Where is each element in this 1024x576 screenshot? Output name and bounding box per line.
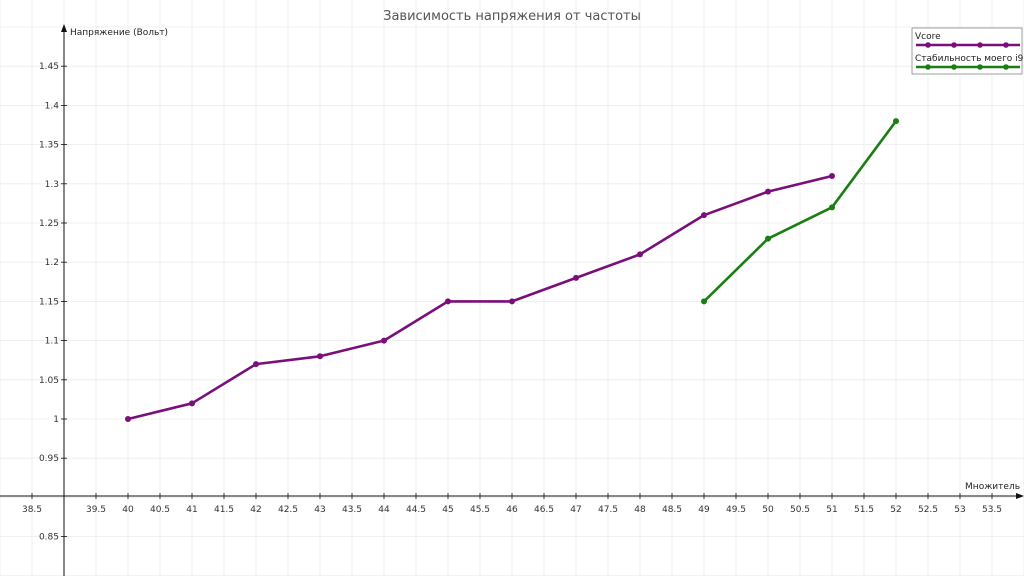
data-point [701,212,707,219]
y-tick-label: 1 [53,415,59,425]
x-tick-label: 40.5 [150,505,170,515]
x-tick-label: 48.5 [662,505,682,515]
legend-swatch-marker [977,42,983,48]
y-tick-label: 1.25 [39,219,59,229]
x-axis-arrow [1016,493,1024,499]
x-tick-label: 41 [186,505,197,515]
data-point [125,416,131,422]
legend-swatch-marker [951,64,957,70]
y-tick-label: 1.05 [39,376,59,386]
y-axis-label: Напряжение (Вольт) [70,28,168,38]
legend-label-vcore: Vcore [915,32,941,42]
x-tick-label: 50 [762,505,774,515]
x-tick-label: 51.5 [854,505,874,515]
axes [0,24,1024,576]
y-tick-label: 1.3 [45,180,59,190]
data-point [893,118,899,125]
data-point [701,298,707,305]
legend-label-stability: Стабильность моего i9 9900k [915,54,1024,64]
x-tick-label: 40 [122,505,134,515]
legend-swatch-marker [1003,64,1009,70]
data-point [829,172,835,179]
x-tick-label: 44 [378,505,390,515]
legend-swatch-marker [951,42,957,48]
y-tick-label: 1.4 [45,101,60,111]
y-tick-label: 1.45 [39,62,59,72]
data-point [445,298,451,305]
legend-swatch-marker [925,64,931,70]
legend-swatch-marker [977,64,983,70]
x-tick-label: 46.5 [534,505,554,515]
series-line-0 [127,174,833,421]
series-layer [125,118,899,422]
x-tick-label: 41.5 [214,505,234,515]
legend-swatch-marker [1003,42,1009,48]
x-tick-label: 51 [826,505,837,515]
x-axis-label: Множитель [965,482,1020,492]
x-tick-label: 45 [442,505,453,515]
data-point [381,337,387,344]
x-tick-label: 45.5 [470,505,490,515]
x-tick-label: 42 [250,505,261,515]
x-tick-label: 47.5 [598,505,618,515]
data-point [765,188,771,195]
x-tick-label: 43 [314,505,325,515]
legend-swatch-marker [925,42,931,48]
tick-labels: 38.5 39.5 40 40.5 41 41.5 42 42.5 43 43.5 44 44.5 45… [22,62,1002,542]
series-line-1 [703,120,898,303]
y-tick-label: 0.85 [39,533,59,543]
x-tick-label: 38.5 [22,505,42,515]
y-tick-label: 1.15 [39,297,59,307]
x-tick-label: 48 [634,505,646,515]
x-tick-label: 50.5 [790,505,810,515]
data-point [189,400,195,407]
data-point [637,251,643,258]
x-tick-label: 52 [890,505,901,515]
x-tick-label: 44.5 [406,505,426,515]
chart-title: Зависимость напряжения от частоты [383,9,641,24]
data-point [829,204,835,211]
x-tick-label: 49 [698,505,710,515]
data-point [253,361,259,368]
x-tick-label: 43.5 [342,505,362,515]
y-tick-label: 0.95 [39,454,59,464]
data-point [317,353,323,360]
legend-swatches [916,42,1020,70]
x-tick-label: 52.5 [918,505,938,515]
x-tick-label: 53.5 [982,505,1002,515]
x-tick-label: 47 [570,505,581,515]
data-point [765,235,771,242]
y-tick-label: 1.35 [39,141,59,151]
x-tick-label: 53 [954,505,965,515]
y-tick-label: 1.1 [45,337,59,347]
y-tick-label: 1.2 [45,258,59,268]
data-point [509,298,515,305]
data-point [573,274,579,281]
x-tick-label: 49.5 [726,505,746,515]
legend: Vcore Стабильность моего i9 9900k [911,27,1024,75]
x-tick-label: 39.5 [86,505,106,515]
x-tick-label: 42.5 [278,505,298,515]
y-axis-arrow [61,24,67,32]
x-tick-label: 46 [506,505,518,515]
